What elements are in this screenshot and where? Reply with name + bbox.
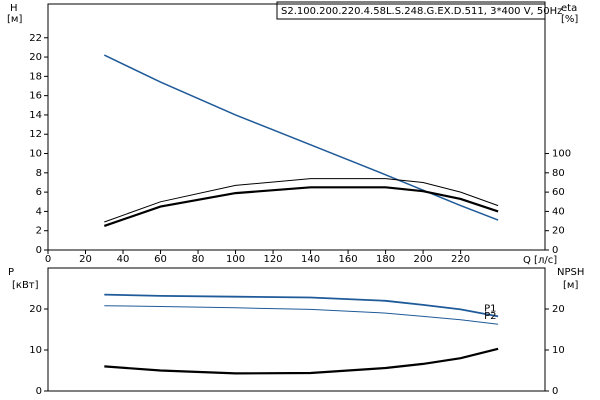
y2-axis-label: NPSH xyxy=(557,267,584,278)
curve xyxy=(103,54,499,221)
x-tick-label: 0 xyxy=(45,254,51,265)
chart-title: S2.100.200.220.4.58L.S.248.G.EX.D.511, 3… xyxy=(281,6,562,17)
x-tick-label: 140 xyxy=(301,254,320,265)
x-tick-label: 220 xyxy=(451,254,470,265)
x-tick-label: 40 xyxy=(117,254,130,265)
y-tick-label: 14 xyxy=(29,110,42,121)
curve xyxy=(103,186,499,227)
x-tick-label: 180 xyxy=(376,254,395,265)
y-axis-unit: [кВт] xyxy=(12,280,39,291)
curve xyxy=(104,178,499,223)
y2-axis-label: eta xyxy=(561,3,577,14)
y2-tick-label: 0 xyxy=(552,245,558,256)
x-tick-label: 100 xyxy=(226,254,245,265)
curve xyxy=(104,347,499,375)
x-tick-label: 20 xyxy=(79,254,92,265)
y-axis-unit: [м] xyxy=(7,14,22,25)
y-tick-label: 6 xyxy=(36,187,42,198)
x-axis-label: Q [л/с] xyxy=(523,255,557,266)
y2-axis-unit: [м] xyxy=(563,280,578,291)
y-tick-label: 0 xyxy=(36,245,42,256)
plot-frame xyxy=(47,3,546,251)
curve xyxy=(104,305,499,325)
y2-tick-label: 40 xyxy=(552,206,565,217)
y-tick-label: 4 xyxy=(36,206,42,217)
y2-tick-label: 20 xyxy=(552,226,565,237)
y-axis-label: H xyxy=(10,3,18,14)
y2-tick-label: 20 xyxy=(552,304,565,315)
y-tick-label: 2 xyxy=(36,226,42,237)
y-axis-label: P xyxy=(8,267,14,278)
y-tick-label: 10 xyxy=(29,149,42,160)
x-tick-label: 60 xyxy=(154,254,167,265)
y-tick-label: 16 xyxy=(29,91,42,102)
y-tick-label: 0 xyxy=(36,386,42,397)
y2-tick-label: 0 xyxy=(552,386,558,397)
plot-frame xyxy=(47,267,546,392)
y-tick-label: 10 xyxy=(29,345,42,356)
y2-tick-label: 60 xyxy=(552,187,565,198)
y2-tick-label: 100 xyxy=(552,149,571,160)
y-tick-label: 20 xyxy=(29,304,42,315)
x-tick-label: 120 xyxy=(264,254,283,265)
y2-tick-label: 10 xyxy=(552,345,565,356)
y-tick-label: 12 xyxy=(29,129,42,140)
curve-label: P2 xyxy=(484,311,496,322)
y-tick-label: 20 xyxy=(29,52,42,63)
x-tick-label: 160 xyxy=(339,254,358,265)
y-tick-label: 22 xyxy=(29,33,42,44)
y-tick-label: 18 xyxy=(29,71,42,82)
x-tick-label: 80 xyxy=(192,254,205,265)
y-tick-label: 8 xyxy=(36,168,42,179)
y2-axis-unit: [%] xyxy=(561,14,578,25)
curve-label: P1 xyxy=(484,303,496,314)
curve xyxy=(104,293,499,318)
y2-tick-label: 80 xyxy=(552,168,565,179)
x-tick-label: 200 xyxy=(414,254,433,265)
